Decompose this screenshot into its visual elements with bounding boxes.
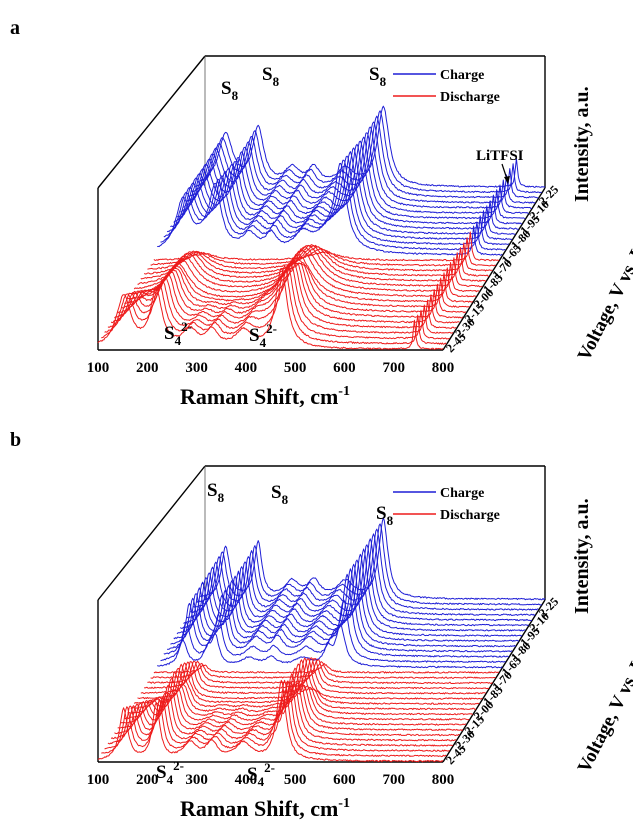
discharge-spectrum-b-0 bbox=[97, 679, 444, 763]
charge-spectrum-a-18 bbox=[157, 162, 503, 256]
panel-label-b: b bbox=[10, 429, 21, 451]
annotations-a: S8 S8 S8 LiTFSI S42- S42- bbox=[164, 64, 524, 350]
legend-label-charge-b: Charge bbox=[440, 486, 484, 501]
y-axis-title-a: Voltage, V vs. Li/Li+ bbox=[571, 209, 633, 365]
legend-label-discharge-b: Discharge bbox=[440, 508, 500, 523]
discharge-spectrum-b-17 bbox=[153, 663, 499, 674]
charge-spectrum-b-23 bbox=[173, 559, 520, 642]
charge-spectrum-b-25 bbox=[180, 548, 526, 632]
x-tick-label-b-300: 300 bbox=[185, 772, 208, 788]
x-tick-label-a-500: 500 bbox=[284, 360, 307, 376]
x-axis-b: 100 200 300 400 500 600 700 800 Raman Shift, cm… bbox=[87, 772, 455, 821]
discharge-spectrum-a-8 bbox=[124, 257, 470, 308]
charge-spectrum-a-20 bbox=[163, 155, 510, 246]
frame-a bbox=[97, 55, 546, 351]
legend-label-charge-a: Charge bbox=[440, 68, 484, 83]
x-tick-label-b-200: 200 bbox=[136, 772, 159, 788]
discharge-spectrum-b-12 bbox=[137, 658, 483, 700]
panel-label-a: a bbox=[10, 17, 20, 39]
x-tick-label-a-700: 700 bbox=[382, 360, 405, 376]
discharge-spectrum-a-4 bbox=[110, 263, 457, 329]
label-s8-a-3: S8 bbox=[369, 64, 387, 89]
x-tick-label-a-200: 200 bbox=[136, 360, 159, 376]
x-tick-label-b-400: 400 bbox=[235, 772, 258, 788]
charge-spectrum-b-20 bbox=[163, 573, 510, 658]
discharge-spectrum-b-2 bbox=[104, 680, 450, 752]
charge-spectrum-b-22 bbox=[170, 563, 516, 648]
discharge-spectrum-b-9 bbox=[127, 663, 473, 716]
charge-spectrum-b-18 bbox=[157, 624, 503, 669]
discharge-spectrum-b-15 bbox=[147, 659, 493, 685]
discharge-spectrum-a-6 bbox=[117, 262, 464, 319]
label-s4-a-1: S42- bbox=[164, 319, 192, 348]
y-ticks-a: 2-452-302-152-001-851-701-651-801-952-10… bbox=[443, 182, 561, 355]
charge-spectrum-a-19 bbox=[160, 159, 506, 251]
discharge-spectrum-a-10 bbox=[130, 249, 477, 298]
charge-spectrum-b-24 bbox=[176, 553, 523, 637]
z-axis-title-b: Intensity, a.u. bbox=[571, 498, 593, 614]
charge-spectrum-a-21 bbox=[166, 151, 513, 241]
label-s8-b-2: S8 bbox=[271, 482, 289, 507]
discharge-spectrum-b-16 bbox=[150, 661, 496, 679]
charge-spectrum-b-21 bbox=[167, 568, 513, 653]
discharge-spectrum-a-1 bbox=[101, 265, 447, 345]
discharge-spectrum-b-11 bbox=[133, 657, 480, 705]
charge-spectrum-b-28 bbox=[190, 533, 536, 616]
legend-a: Charge Discharge bbox=[393, 68, 500, 105]
discharge-spectrum-a-9 bbox=[127, 254, 473, 303]
x-tick-label-b-800: 800 bbox=[432, 772, 455, 788]
label-s8-a-2: S8 bbox=[262, 64, 280, 89]
label-s4-b-2: S42- bbox=[247, 760, 275, 789]
discharge-spectrum-b-8 bbox=[124, 667, 470, 721]
discharge-spectrum-b-14 bbox=[144, 658, 490, 690]
label-s8-a-1: S8 bbox=[221, 78, 239, 103]
label-litfsi-a: LiTFSI bbox=[476, 148, 524, 164]
x-tick-label-b-500: 500 bbox=[284, 772, 307, 788]
spectra-b bbox=[97, 517, 546, 763]
z-axis-title-a: Intensity, a.u. bbox=[571, 86, 593, 202]
label-s8-b-1: S8 bbox=[207, 480, 225, 505]
discharge-spectrum-a-14 bbox=[144, 244, 490, 277]
x-axis-title-b: Raman Shift, cm-1 bbox=[180, 796, 350, 821]
panel-b: b 100 200 300 400 500 600 700 800 Raman Shift, … bbox=[10, 429, 633, 821]
x-ticks-a: 100 200 300 400 500 600 700 800 bbox=[87, 360, 455, 376]
charge-spectrum-a-27 bbox=[186, 126, 532, 209]
y-axis-title-b: Voltage, V vs. Li/Li+ bbox=[571, 621, 633, 777]
discharge-spectrum-b-7 bbox=[120, 673, 467, 726]
x-tick-label-b-700: 700 bbox=[382, 772, 405, 788]
x-tick-label-b-100: 100 bbox=[87, 772, 110, 788]
charge-spectrum-a-31 bbox=[200, 105, 546, 188]
discharge-spectrum-b-13 bbox=[140, 657, 486, 695]
discharge-spectrum-a-11 bbox=[133, 246, 480, 293]
x-tick-label-a-800: 800 bbox=[432, 360, 455, 376]
x-ticks-b: 100 200 300 400 500 600 700 800 bbox=[87, 772, 455, 788]
label-s4-a-2: S42- bbox=[249, 321, 277, 350]
x-tick-label-b-600: 600 bbox=[333, 772, 356, 788]
x-axis-a: 100 200 300 400 500 600 700 800 Raman Shift, cm… bbox=[87, 360, 455, 409]
spectra-a bbox=[97, 105, 546, 350]
charge-spectrum-a-22 bbox=[170, 147, 516, 235]
discharge-spectrum-a-12 bbox=[137, 245, 483, 288]
y-ticks-b: 2-452-302-152-001-851-701-651-801-952-10… bbox=[443, 594, 561, 767]
x-tick-label-a-600: 600 bbox=[333, 360, 356, 376]
label-s8-b-3: S8 bbox=[376, 503, 394, 528]
charge-spectrum-b-30 bbox=[196, 523, 542, 606]
discharge-spectrum-a-0 bbox=[97, 267, 444, 350]
annotations-b: S8 S8 S8 S42- S42- bbox=[156, 480, 394, 789]
x-tick-label-a-300: 300 bbox=[185, 360, 208, 376]
x-tick-label-a-100: 100 bbox=[87, 360, 110, 376]
frame-b bbox=[97, 465, 546, 763]
charge-spectrum-b-19 bbox=[160, 599, 506, 663]
discharge-spectrum-b-10 bbox=[130, 659, 477, 711]
x-axis-title-a: Raman Shift, cm-1 bbox=[180, 384, 350, 409]
legend-b: Charge Discharge bbox=[393, 486, 500, 523]
charge-spectrum-b-29 bbox=[193, 528, 539, 611]
label-s4-b-1: S42- bbox=[156, 758, 184, 787]
panel-a: a 100 200 300 400 500 600 700 800 Raman Shift, … bbox=[10, 17, 633, 409]
discharge-spectrum-a-13 bbox=[140, 244, 487, 282]
legend-label-discharge-a: Discharge bbox=[440, 90, 500, 105]
x-tick-label-a-400: 400 bbox=[235, 360, 258, 376]
litfsi-arrowhead-a bbox=[504, 176, 510, 184]
